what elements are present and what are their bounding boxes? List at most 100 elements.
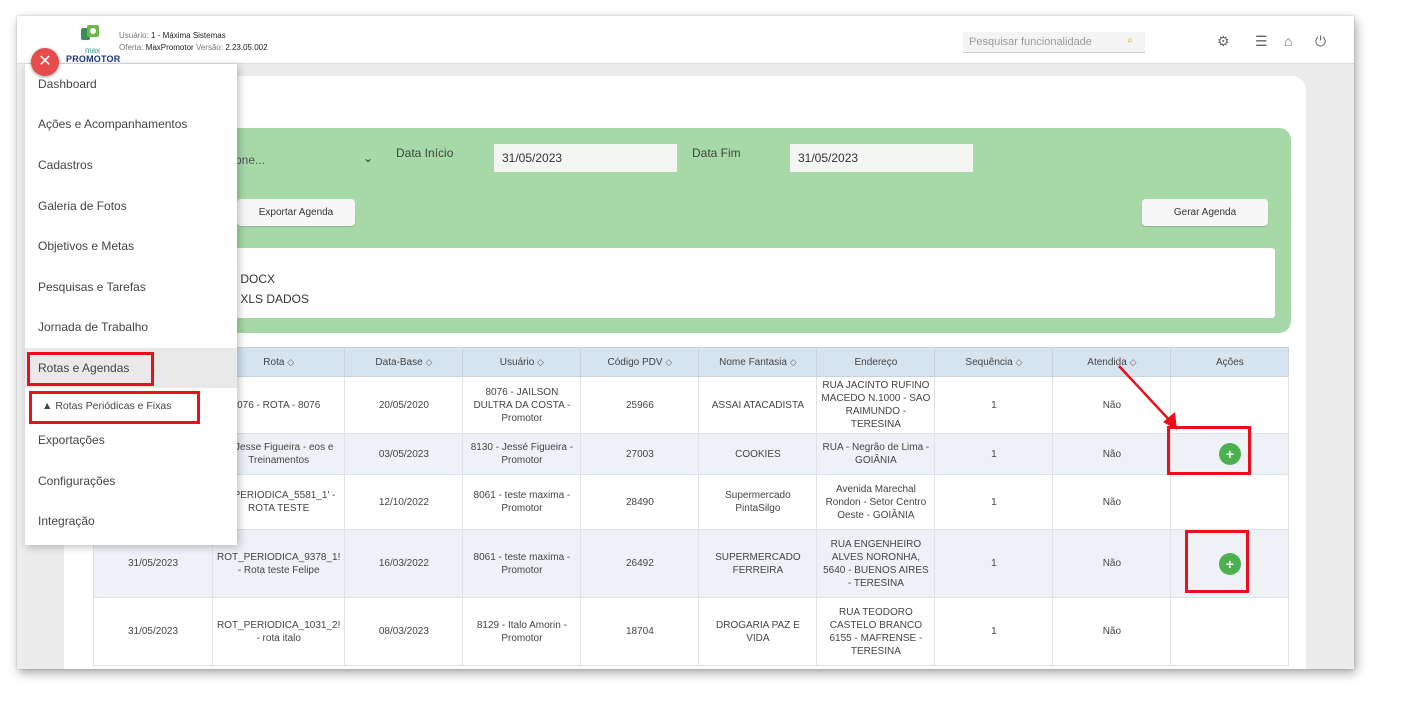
col-header-nome-fantasia[interactable]: Nome Fantasia ◇ xyxy=(698,347,818,377)
menu-item-configuracoes[interactable]: Configurações xyxy=(38,474,116,488)
cell-usuario: 8061 - teste maxima - Promotor xyxy=(462,474,582,530)
chevron-down-icon[interactable]: ⌄ xyxy=(363,151,374,165)
cell-rota: ROT_PERIODICA_1031_2! - rota italo xyxy=(211,597,346,666)
data-inicio-input[interactable]: 31/05/2023 xyxy=(494,144,677,172)
menu-item-objetivos[interactable]: Objetivos e Metas xyxy=(38,239,135,253)
cell-nome-fantasia: DROGARIA PAZ E VIDA xyxy=(698,597,818,666)
logo-icon xyxy=(81,25,99,40)
close-menu-button[interactable]: ✕ xyxy=(31,48,59,76)
table-row: ta Jesse Figueira - eos e Treinamentos 0… xyxy=(93,433,1290,475)
add-button[interactable]: + xyxy=(1218,552,1241,575)
power-icon[interactable]: ⏻ xyxy=(1315,33,1327,49)
cell-atendida: Não xyxy=(1052,474,1172,530)
sort-icon[interactable]: ◇ xyxy=(537,356,544,367)
data-inicio-label: Data Início xyxy=(396,146,454,160)
sort-icon[interactable]: ◇ xyxy=(789,356,797,367)
cell-codigo-pdv: 27003 xyxy=(580,433,700,475)
user-info: Usuário: 1 - Máxima Sistemas Oferta: Max… xyxy=(119,30,268,54)
red-arrow-icon xyxy=(1118,365,1177,430)
cell-data-base: 08/03/2023 xyxy=(344,597,464,666)
export-agenda-button[interactable]: Exportar Agenda xyxy=(237,199,355,226)
add-button[interactable]: + xyxy=(1218,443,1241,465)
sort-icon[interactable]: ◇ xyxy=(1015,356,1023,367)
user-key: Usuário: xyxy=(119,31,149,40)
submenu-label: Rotas Periódicas e Fixas xyxy=(55,400,172,412)
col-header-codigo-pdv[interactable]: Código PDV ◇ xyxy=(580,347,700,377)
search-icon[interactable]: ⌕ xyxy=(1127,35,1133,46)
logo: max PROMOTOR xyxy=(63,24,121,64)
cell-nome-fantasia: COOKIES xyxy=(698,433,818,475)
sort-icon[interactable]: ◇ xyxy=(425,356,433,367)
user-value: 1 - Máxima Sistemas xyxy=(151,31,226,40)
cell-data-base: 03/05/2023 xyxy=(344,433,464,475)
menu-item-dashboard[interactable]: Dashboard xyxy=(38,77,97,91)
cell-data-base: 12/10/2022 xyxy=(344,474,464,530)
menu-item-galeria[interactable]: Galeria de Fotos xyxy=(38,199,127,213)
data-fim-input[interactable]: 31/05/2023 xyxy=(790,144,973,172)
binoculars-icon: ▲ xyxy=(42,400,53,412)
cell-usuario: 8130 - Jessé Figueira - Promotor xyxy=(462,433,582,475)
submenu-item-rotas-periodicas[interactable]: ▲ Rotas Periódicas e Fixas xyxy=(25,390,237,423)
table-row: 31/05/2023 ROT_PERIODICA_9378_1! - Rota … xyxy=(93,529,1290,598)
home-icon[interactable]: ⌂ xyxy=(1284,33,1293,49)
highlight-submenu xyxy=(29,391,200,424)
cell-rota: ROT_PERIODICA_9378_1! - Rota teste Felip… xyxy=(211,529,346,598)
cell-atendida: Não xyxy=(1052,529,1172,598)
col-header-atendida[interactable]: Atendida ◇ xyxy=(1052,347,1172,377)
cell-codigo-pdv: 26492 xyxy=(580,529,700,598)
menu-item-exportacoes[interactable]: Exportações xyxy=(38,433,105,447)
menu-item-integracao[interactable]: Integração xyxy=(38,514,95,528)
cell-data: 31/05/2023 xyxy=(93,597,213,666)
col-header-data-base[interactable]: Data-Base ◇ xyxy=(344,347,464,377)
table-row: 076 - ROTA - 8076 20/05/2020 8076 - JAIL… xyxy=(93,376,1290,434)
cell-nome-fantasia: SUPERMERCADO FERREIRA xyxy=(698,529,818,598)
menu-item-acoes[interactable]: Ações e Acompanhamentos xyxy=(38,117,188,131)
menu-item-cadastros[interactable]: Cadastros xyxy=(38,158,93,172)
cell-atendida: Não xyxy=(1052,433,1172,475)
cell-usuario: 8129 - Italo Amorin - Promotor xyxy=(462,597,582,666)
menu-item-pesquisas[interactable]: Pesquisas e Tarefas xyxy=(38,280,146,294)
data-fim-label: Data Fim xyxy=(692,146,741,160)
cell-nome-fantasia: ASSAI ATACADISTA xyxy=(698,376,818,434)
document-icon[interactable]: ☰ xyxy=(1255,33,1268,49)
settings-icon[interactable]: ⚙ xyxy=(1217,33,1230,49)
radio-xls-dados[interactable]: ) XLS DADOS xyxy=(233,292,310,306)
sort-icon[interactable]: ◇ xyxy=(665,356,673,367)
cell-acoes xyxy=(1170,597,1290,666)
close-icon: ✕ xyxy=(38,53,52,70)
select-value[interactable]: one... xyxy=(235,153,266,167)
radio-docx[interactable]: ) DOCX xyxy=(233,272,275,286)
cell-sequencia: 1 xyxy=(934,474,1054,530)
cell-usuario: 8061 - teste maxima - Promotor xyxy=(462,529,582,598)
menu-item-jornada[interactable]: Jornada de Trabalho xyxy=(38,320,149,334)
cell-data-base: 16/03/2022 xyxy=(344,529,464,598)
generate-agenda-button[interactable]: Gerar Agenda xyxy=(1142,199,1268,226)
cell-sequencia: 1 xyxy=(934,529,1054,598)
cell-acoes xyxy=(1170,474,1290,530)
sort-icon[interactable]: ◇ xyxy=(1129,356,1137,367)
cell-sequencia: 1 xyxy=(934,433,1054,475)
side-menu: Dashboard Ações e Acompanhamentos Cadast… xyxy=(25,64,237,545)
cell-nome-fantasia: Supermercado PintaSilgo xyxy=(698,474,818,530)
cell-acoes: + xyxy=(1170,433,1290,475)
col-header-acoes: Ações xyxy=(1170,347,1290,377)
highlight-add-button-1 xyxy=(1167,426,1251,475)
version-value: 2.23.05.002 xyxy=(225,43,268,52)
col-header-sequencia[interactable]: Sequência ◇ xyxy=(934,347,1054,377)
export-format-box xyxy=(97,248,1275,318)
logo-text: PROMOTOR xyxy=(66,54,121,64)
col-header-usuario[interactable]: Usuário ◇ xyxy=(462,347,582,377)
highlight-add-button-2 xyxy=(1185,530,1249,593)
cell-atendida: Não xyxy=(1052,597,1172,666)
sort-icon[interactable]: ◇ xyxy=(287,356,295,367)
cell-endereco: RUA - Negrão de Lima - GOIÂNIA xyxy=(816,433,936,475)
cell-usuario: 8076 - JAILSON DULTRA DA COSTA - Promoto… xyxy=(462,376,582,434)
offer-key: Oferta: xyxy=(119,43,144,52)
cell-endereco: Avenida Marechal Rondon - Setor Centro O… xyxy=(816,474,936,530)
cell-sequencia: 1 xyxy=(934,376,1054,434)
search-input[interactable]: Pesquisar funcionalidade ⌕ xyxy=(963,32,1145,53)
top-bar: max PROMOTOR Usuário: 1 - Máxima Sistema… xyxy=(17,16,1354,64)
table-row: 31/05/2023 ROT_PERIODICA_1031_2! - rota … xyxy=(93,597,1290,666)
search-placeholder: Pesquisar funcionalidade xyxy=(969,36,1092,48)
col-header-endereco: Endereço xyxy=(816,347,936,377)
